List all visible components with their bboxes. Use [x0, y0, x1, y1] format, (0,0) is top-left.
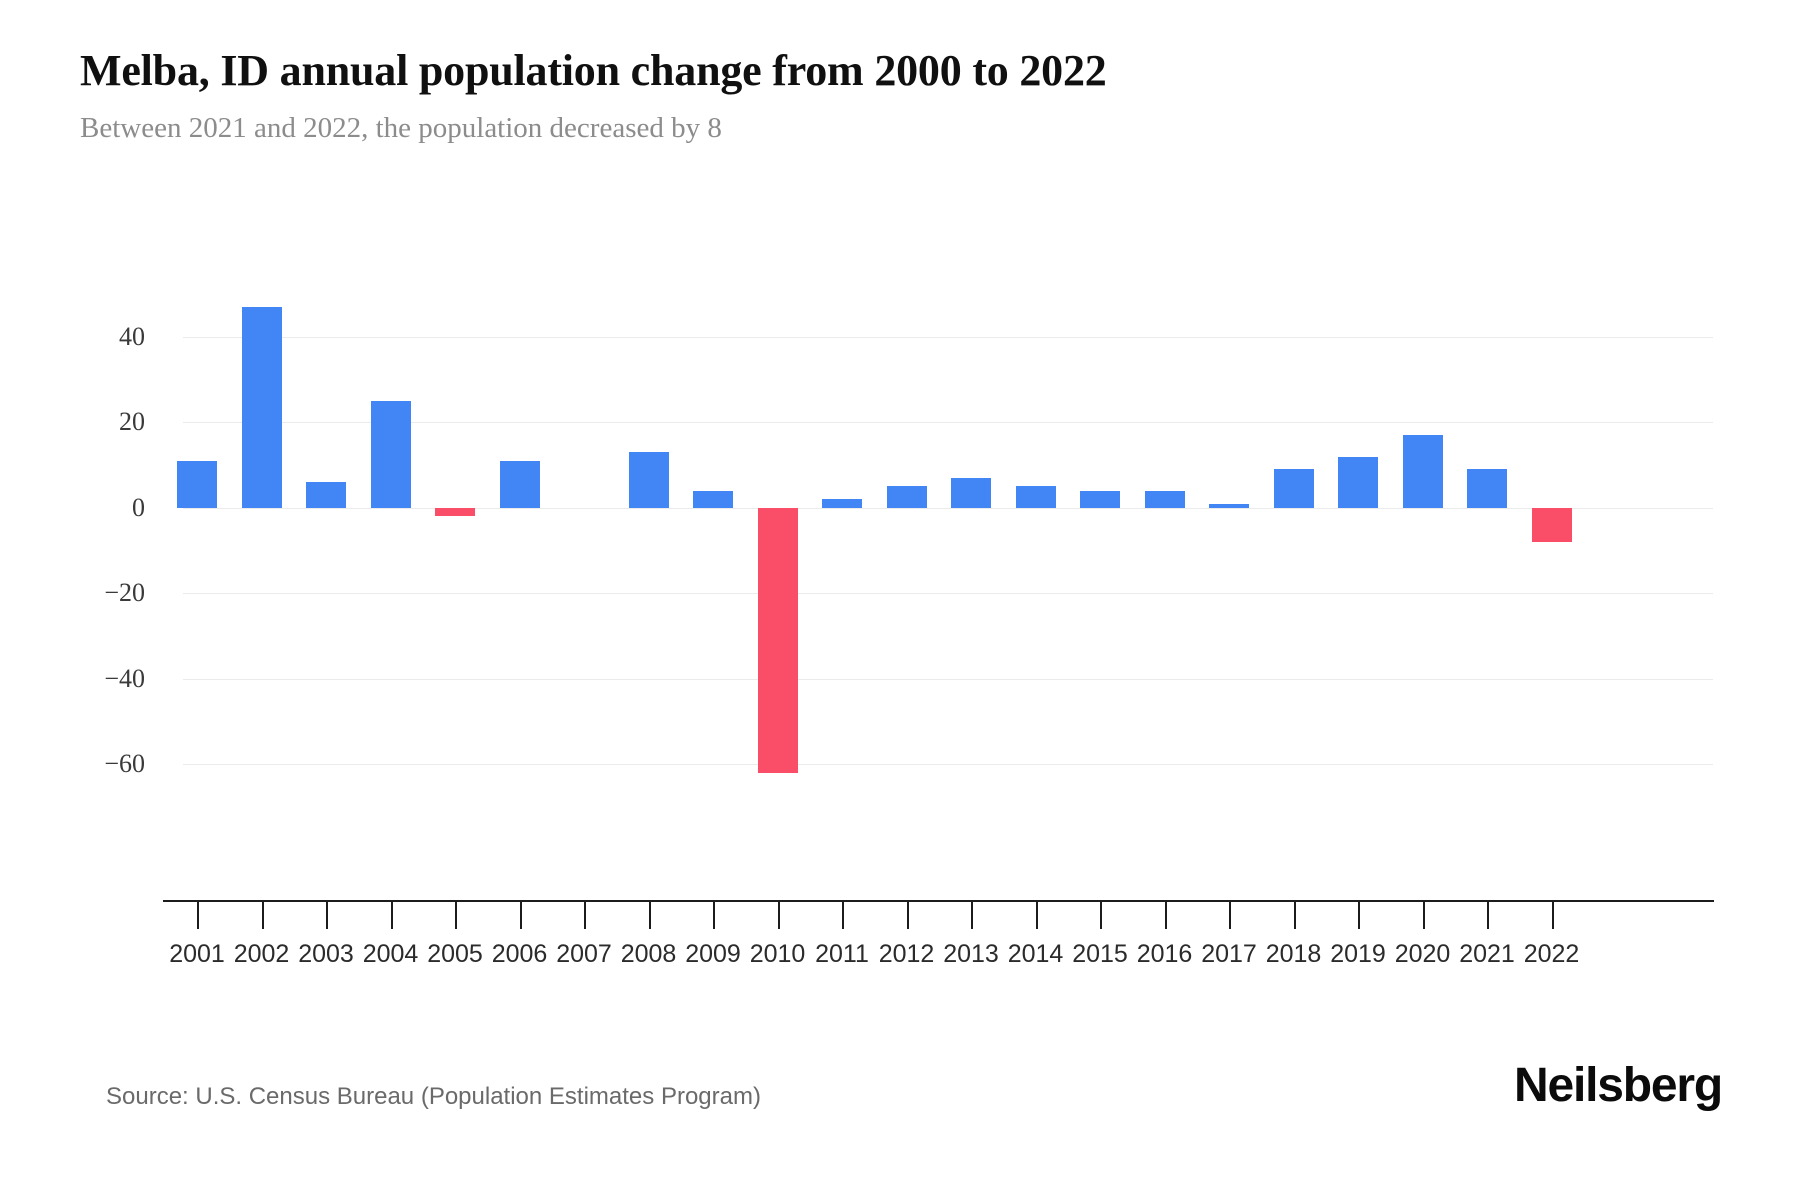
x-axis-tick-label-2001: 2001: [169, 940, 225, 968]
bar-2001[interactable]: [177, 460, 217, 508]
x-axis-tick-label-2019: 2019: [1330, 940, 1386, 968]
x-axis-tick-label-2016: 2016: [1136, 940, 1193, 968]
x-axis-tick: [713, 901, 715, 929]
bar-2009[interactable]: [693, 490, 733, 508]
bar-2016[interactable]: [1144, 490, 1185, 508]
bar-2021[interactable]: [1467, 469, 1507, 508]
y-axis-tick-label: −60: [104, 749, 145, 778]
bar-2014[interactable]: [1015, 486, 1056, 508]
bar-2010[interactable]: [757, 507, 798, 773]
x-axis-tick: [1551, 901, 1554, 929]
x-axis-tick: [842, 901, 844, 929]
x-axis-tick: [1422, 901, 1425, 929]
x-axis-tick-label-2021: 2021: [1459, 940, 1515, 968]
x-axis-tick: [390, 901, 393, 929]
gridline: [183, 593, 1713, 595]
x-axis-tick-label-2015: 2015: [1072, 940, 1128, 968]
bars-group: [177, 307, 1713, 773]
x-axis-tick: [519, 901, 522, 929]
x-axis-tick-label-2010: 2010: [749, 940, 806, 968]
y-axis-tick-label: 20: [119, 407, 145, 437]
bar-2006[interactable]: [499, 460, 540, 508]
x-axis-tick-label-2005: 2005: [427, 940, 483, 968]
bar-2022[interactable]: [1531, 507, 1572, 542]
x-axis-tick-label-2006: 2006: [491, 940, 548, 968]
x-axis-tick-label-2008: 2008: [620, 940, 677, 968]
x-axis-tick: [906, 901, 909, 929]
x-axis-tick: [455, 901, 457, 929]
x-axis-tick-label-2014: 2014: [1007, 940, 1064, 968]
y-axis-tick-label: 40: [119, 322, 145, 351]
gridline: [183, 678, 1713, 680]
x-axis-tick-label-2012: 2012: [878, 940, 935, 968]
gridline: [183, 764, 1713, 765]
source-note: Source: U.S. Census Bureau (Population E…: [106, 1083, 761, 1110]
x-axis-tick: [971, 901, 973, 929]
x-axis-tick: [1164, 901, 1167, 929]
plot-area: [177, 307, 1713, 773]
brand-logo: Neilsberg: [1514, 1059, 1723, 1112]
x-axis-tick-label-2022: 2022: [1523, 940, 1580, 968]
x-axis-tick-label-2011: 2011: [815, 940, 869, 968]
x-axis-tick-label-2017: 2017: [1201, 940, 1257, 968]
x-axis-tick-label-2009: 2009: [685, 940, 741, 968]
chart-subtitle: Between 2021 and 2022, the population de…: [80, 112, 722, 145]
bar-2015[interactable]: [1080, 490, 1120, 508]
x-axis-tick: [261, 901, 264, 929]
x-axis-tick-label-2020: 2020: [1394, 940, 1451, 968]
bar-2005[interactable]: [435, 507, 475, 517]
x-axis-tick-label-2002: 2002: [233, 940, 290, 968]
x-axis-tick: [584, 901, 586, 929]
x-axis-tick: [1293, 901, 1296, 929]
bar-2008[interactable]: [628, 452, 669, 508]
x-axis-tick: [777, 901, 780, 929]
x-axis-tick-label-2004: 2004: [362, 940, 419, 968]
gridline: [183, 337, 1713, 338]
y-axis-tick-label: 0: [132, 492, 145, 522]
x-axis-tick-label-2003: 2003: [298, 940, 354, 968]
bar-2020[interactable]: [1402, 435, 1443, 508]
x-axis-tick: [1487, 901, 1489, 929]
x-axis-tick: [1100, 901, 1102, 929]
zero-gridline: [183, 507, 1713, 509]
page-title: Melba, ID annual population change from …: [80, 46, 1107, 95]
y-axis-tick-label: −20: [104, 578, 145, 608]
bar-2017[interactable]: [1209, 503, 1249, 508]
bar-2019[interactable]: [1338, 456, 1378, 508]
bar-2004[interactable]: [370, 401, 411, 508]
x-axis-tick: [1035, 901, 1038, 929]
x-axis-tick: [326, 901, 328, 929]
bar-2013[interactable]: [951, 477, 991, 508]
x-axis-tick: [1229, 901, 1231, 929]
gridline: [183, 422, 1713, 424]
x-axis-line: [163, 900, 1714, 902]
chart-header: Melba, ID annual population change from …: [80, 46, 1720, 146]
x-axis-tick-label-2007: 2007: [556, 940, 612, 968]
x-axis-tick-label-2013: 2013: [943, 940, 999, 968]
bar-2002[interactable]: [241, 307, 282, 508]
bar-2018[interactable]: [1273, 469, 1314, 508]
x-axis-tick-label-2018: 2018: [1265, 940, 1322, 968]
x-axis-tick: [648, 901, 651, 929]
x-axis-tick: [197, 901, 199, 929]
x-axis-tick: [1358, 901, 1360, 929]
bar-2003[interactable]: [306, 482, 346, 508]
y-axis-tick-label: −40: [104, 663, 145, 693]
bar-2012[interactable]: [886, 486, 927, 508]
bar-2011[interactable]: [822, 499, 862, 508]
